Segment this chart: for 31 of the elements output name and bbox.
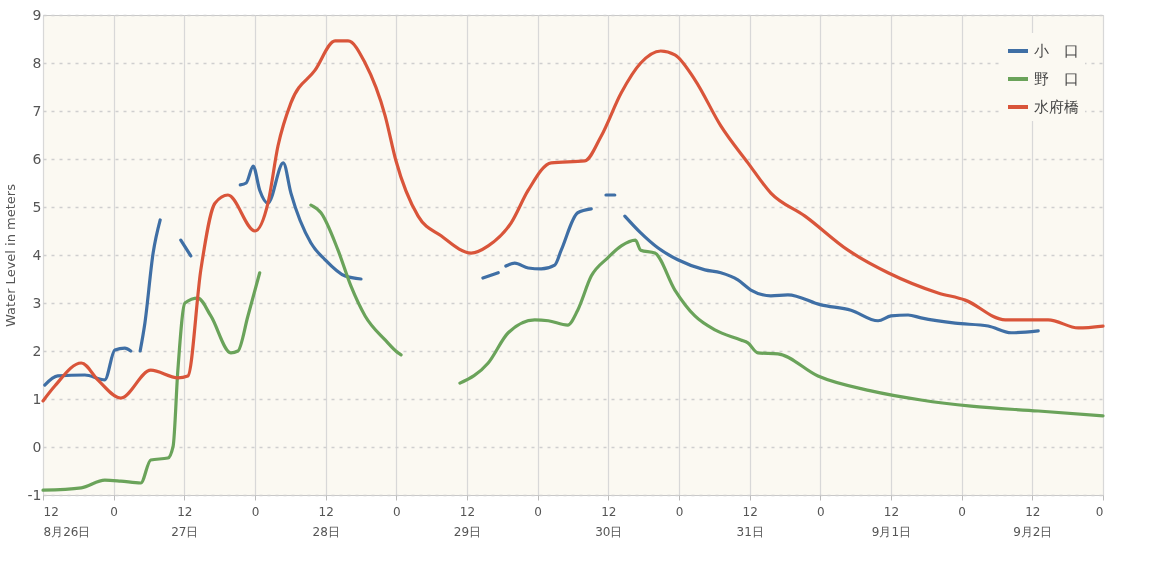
x-tick-label: 12 30日 <box>595 504 623 539</box>
y-tick-label: 1 <box>32 390 42 407</box>
y-tick-label: 4 <box>32 246 42 263</box>
y-tick-label: 5 <box>32 198 42 215</box>
x-tick-label: 0 <box>251 504 260 519</box>
y-tick-label: 7 <box>32 102 42 119</box>
x-tick-label: 0 <box>817 504 825 519</box>
x-tick-label: 12 31日 <box>736 504 764 539</box>
y-tick-label: 8 <box>32 54 42 71</box>
y-axis-title: Water Level in meters <box>2 183 18 327</box>
x-tick-label: 12 9月2日 <box>1013 504 1053 539</box>
x-tick-label: 12 9月1日 <box>871 504 912 539</box>
x-tick-label: 0 <box>675 504 684 519</box>
y-tick-label: 2 <box>32 342 42 359</box>
x-tick-label: 12 28日 <box>312 504 340 539</box>
x-tick-label: 0 <box>110 504 118 519</box>
x-tick-label: 0 <box>393 504 401 519</box>
y-tick-label: 0 <box>32 438 42 455</box>
x-tick-label: 0 <box>958 504 966 519</box>
legend-label: 野 口 <box>1034 70 1079 88</box>
y-tick-label: 6 <box>32 150 42 167</box>
x-tick-label: 12 29日 <box>453 504 482 539</box>
x-tick-label: 12 8月26日 <box>43 504 91 539</box>
y-tick-label: -1 <box>27 486 42 503</box>
x-tick-label: 0 <box>534 504 542 519</box>
y-tick-label: 9 <box>32 6 42 23</box>
x-tick-label: 12 27日 <box>171 504 199 539</box>
legend-label: 水府橋 <box>1034 98 1079 116</box>
legend-label: 小 口 <box>1034 42 1079 60</box>
x-tick-label: 0 <box>1095 504 1104 519</box>
y-tick-label: 3 <box>32 294 42 311</box>
